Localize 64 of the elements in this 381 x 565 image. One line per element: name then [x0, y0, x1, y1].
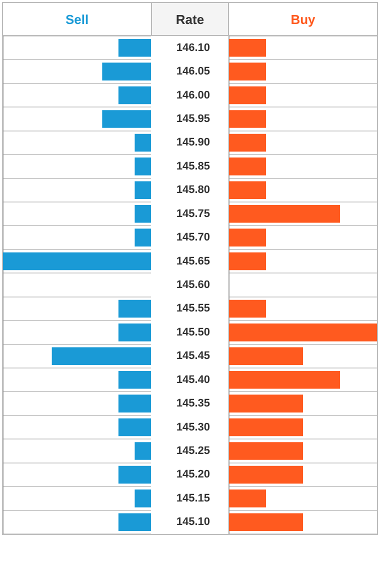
y-tick-label: 145.30: [176, 421, 210, 434]
y-tick-label: 145.20: [176, 468, 210, 481]
y-tick-label: 145.90: [176, 136, 210, 149]
bar: [118, 86, 151, 104]
bar: [118, 38, 151, 57]
bar: [229, 394, 303, 412]
bar: [118, 370, 151, 389]
bar: [229, 442, 303, 460]
bar: [229, 38, 266, 57]
y-tick-label: 145.95: [176, 113, 210, 126]
bar: [229, 110, 266, 128]
bar: [134, 158, 151, 176]
bar: [52, 347, 151, 366]
bar: [102, 62, 151, 80]
bar: [134, 228, 151, 246]
y-axis-title: Rate: [151, 3, 229, 35]
bar: [229, 300, 266, 318]
bar: [134, 442, 151, 460]
bar: [118, 394, 151, 412]
bar: [229, 158, 266, 176]
y-tick-label: 145.75: [176, 208, 210, 220]
bar: [118, 513, 151, 532]
y-tick-label: 145.60: [176, 279, 210, 292]
bar: [229, 370, 340, 389]
y-tick-label: 145.45: [176, 350, 210, 362]
bar: [3, 252, 151, 270]
bar: [229, 62, 266, 80]
y-tick-label: 145.15: [176, 492, 210, 504]
text: Buy: [290, 12, 316, 26]
bar: [229, 86, 266, 104]
y-tick-label: 145.35: [176, 398, 210, 410]
bar: [134, 490, 151, 508]
bar: [229, 490, 266, 508]
bar: [102, 110, 151, 128]
bar: [229, 204, 340, 223]
y-tick-label: 145.55: [176, 302, 210, 315]
bar: [229, 347, 303, 366]
y-tick-label: 145.85: [176, 160, 210, 172]
bar: [134, 181, 151, 200]
y-tick-label: 145.80: [176, 184, 210, 196]
bar: [229, 252, 266, 270]
y-tick-label: 145.70: [176, 232, 210, 244]
y-tick-label: 146.10: [176, 42, 210, 54]
bar: [229, 228, 266, 246]
y-tick-label: 145.50: [176, 326, 210, 338]
bar: [229, 324, 377, 342]
y-tick-label: 145.25: [176, 445, 210, 458]
y-tick-label: 145.40: [176, 374, 210, 386]
bar: [229, 513, 303, 532]
y-tick-label: 146.05: [176, 66, 210, 78]
bar: [118, 300, 151, 318]
bar: [229, 466, 303, 484]
bar: [134, 134, 151, 152]
bar: [118, 324, 151, 342]
y-tick-label: 146.00: [176, 89, 210, 102]
bar: [229, 181, 266, 200]
bar: [229, 418, 303, 436]
text: Sell: [65, 12, 89, 26]
y-tick-label: 145.10: [176, 516, 210, 528]
bar: [134, 204, 151, 223]
y-tick-label: 145.65: [176, 255, 210, 268]
bar: [229, 134, 266, 152]
bar: [118, 466, 151, 484]
bar: [118, 418, 151, 436]
